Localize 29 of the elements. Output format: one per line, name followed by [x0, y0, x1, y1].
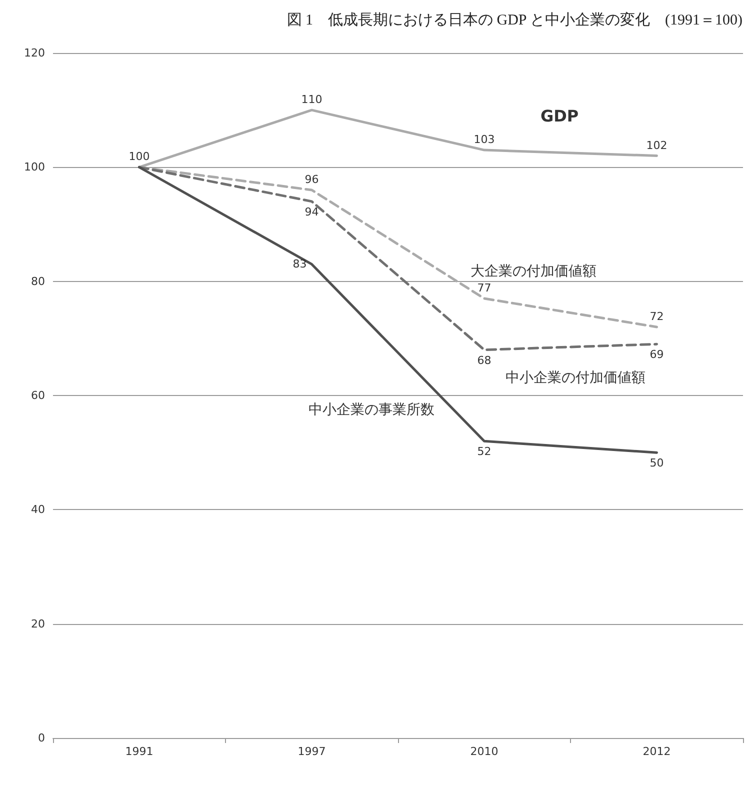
- data-label: 77: [477, 281, 492, 294]
- y-tick-label: 60: [31, 389, 45, 402]
- data-label: 69: [650, 348, 664, 362]
- data-label: 103: [474, 133, 495, 146]
- data-label: 72: [650, 310, 664, 323]
- x-tick-label: 1991: [125, 745, 154, 758]
- data-label: 102: [646, 138, 668, 152]
- y-tick-label: 40: [31, 503, 45, 516]
- y-tick-label: 0: [38, 732, 45, 744]
- y-tick-label: 80: [31, 274, 45, 288]
- series-label: 中小企業の付加価値額: [506, 370, 646, 386]
- data-label: 50: [650, 456, 664, 470]
- data-label: 52: [477, 445, 492, 458]
- y-tick-label: 20: [31, 617, 45, 630]
- data-label: 83: [292, 258, 307, 271]
- y-tick-label: 120: [24, 46, 45, 60]
- chart-title: 図 1 低成長期における日本の GDP と中小企業の変化 (1991＝100): [286, 12, 742, 28]
- y-tick-label: 100: [24, 160, 45, 174]
- x-tick-label: 1997: [298, 745, 326, 758]
- data-label: 96: [304, 173, 319, 186]
- data-label: 68: [477, 354, 492, 367]
- series-label: 大企業の付加価値額: [470, 264, 596, 280]
- data-label: 110: [301, 93, 322, 106]
- x-tick-label: 2010: [470, 745, 498, 758]
- data-label: 100: [128, 150, 150, 164]
- series-label: GDP: [540, 106, 579, 126]
- data-label: 94: [304, 205, 319, 218]
- x-tick-label: 2012: [642, 745, 671, 758]
- series-label: 中小企業の事業所数: [308, 402, 434, 418]
